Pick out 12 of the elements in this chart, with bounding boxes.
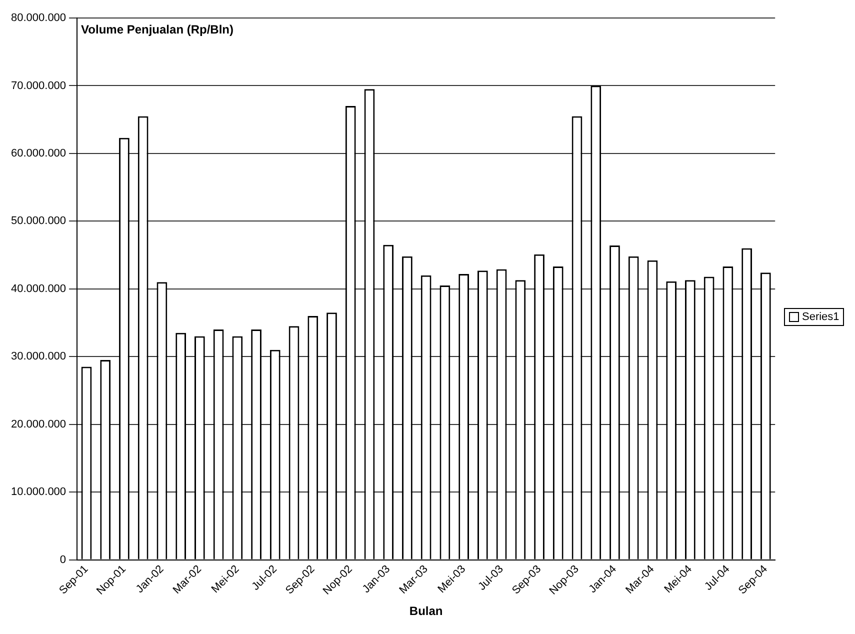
y-tick-label: 80.000.000 bbox=[10, 12, 66, 24]
y-tick-label: 20.000.000 bbox=[10, 418, 66, 430]
text: Series1 bbox=[802, 311, 840, 323]
y-tick-label: 0 bbox=[60, 554, 66, 566]
y-tick-label: 70.000.000 bbox=[10, 80, 66, 92]
y-axis-title: Volume Penjualan (Rp/Bln) bbox=[81, 22, 234, 36]
x-axis-title: Bulan bbox=[409, 604, 443, 618]
y-tick-label: 40.000.000 bbox=[10, 282, 66, 295]
y-tick-label: 10.000.000 bbox=[10, 486, 66, 498]
y-tick-label: 60.000.000 bbox=[10, 147, 66, 160]
y-tick-label: 50.000.000 bbox=[10, 215, 66, 228]
y-tick-label: 30.000.000 bbox=[10, 350, 66, 363]
